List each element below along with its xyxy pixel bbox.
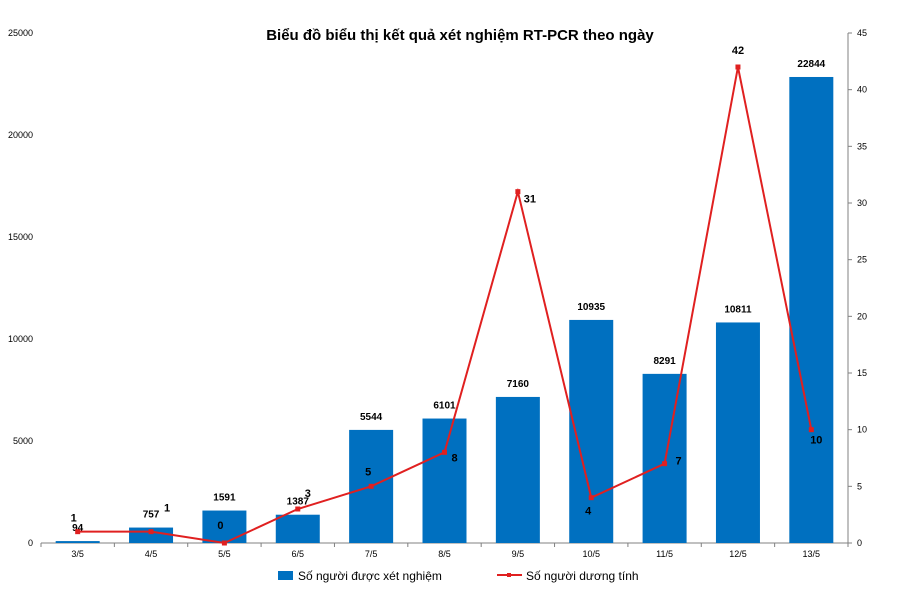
bar bbox=[422, 418, 467, 543]
x-axis-tick-label: 5/5 bbox=[218, 549, 231, 559]
left-axis-tick-label: 0 bbox=[28, 538, 33, 548]
left-axis-tick-label: 10000 bbox=[8, 334, 33, 344]
right-axis-tick-label: 40 bbox=[857, 85, 867, 95]
line-point bbox=[515, 189, 521, 195]
bar bbox=[789, 76, 834, 544]
x-axis-tick-label: 4/5 bbox=[145, 549, 158, 559]
right-axis-tick-label: 5 bbox=[857, 481, 862, 491]
line-point bbox=[221, 540, 227, 546]
right-axis-tick-label: 0 bbox=[857, 538, 862, 548]
line-data-label: 0 bbox=[217, 520, 223, 532]
bar bbox=[569, 319, 614, 543]
x-axis-tick-label: 12/5 bbox=[729, 549, 747, 559]
line-data-label: 7 bbox=[676, 456, 682, 468]
bar bbox=[715, 322, 760, 543]
x-axis-tick-label: 3/5 bbox=[71, 549, 84, 559]
bar bbox=[202, 510, 247, 543]
x-axis-tick-label: 13/5 bbox=[803, 549, 821, 559]
line-point bbox=[662, 461, 668, 467]
bar bbox=[55, 541, 100, 543]
right-axis-tick-label: 30 bbox=[857, 198, 867, 208]
x-axis-tick-label: 8/5 bbox=[438, 549, 451, 559]
legend: Số người được xét nghiệm Số người dương … bbox=[278, 569, 639, 583]
bar-data-label: 8291 bbox=[653, 356, 676, 367]
line-point bbox=[295, 506, 301, 512]
left-axis-tick-label: 5000 bbox=[13, 436, 33, 446]
line-data-label: 31 bbox=[524, 194, 536, 206]
bar-data-label: 10811 bbox=[724, 304, 752, 315]
right-axis: 0 5 10 15 20 25 30 35 40 45 bbox=[847, 28, 867, 548]
line-point bbox=[75, 529, 81, 535]
bar-data-label: 1591 bbox=[213, 493, 236, 504]
bar-data-label: 7160 bbox=[507, 379, 530, 390]
line-point bbox=[588, 495, 594, 501]
left-axis-tick-label: 25000 bbox=[8, 28, 33, 38]
bar bbox=[495, 396, 540, 543]
line-data-label: 3 bbox=[305, 488, 311, 500]
left-axis-tick-label: 20000 bbox=[8, 130, 33, 140]
right-axis-tick-label: 35 bbox=[857, 141, 867, 151]
bar-data-label: 757 bbox=[143, 510, 160, 521]
line-data-label: 8 bbox=[451, 452, 457, 464]
right-axis-tick-label: 15 bbox=[857, 368, 867, 378]
line-data-label: 1 bbox=[71, 513, 77, 525]
legend-marker-positive bbox=[507, 573, 511, 577]
left-axis: 0 5000 10000 15000 20000 25000 bbox=[8, 28, 33, 548]
bar-data-label: 10935 bbox=[577, 302, 605, 313]
line-point bbox=[735, 64, 741, 70]
x-axis-tick-label: 7/5 bbox=[365, 549, 378, 559]
bar-data-label: 5544 bbox=[360, 412, 383, 423]
bar-data-label: 22844 bbox=[797, 59, 825, 70]
line-data-label: 4 bbox=[585, 506, 592, 518]
left-axis-tick-label: 15000 bbox=[8, 232, 33, 242]
right-axis-tick-label: 45 bbox=[857, 28, 867, 38]
line-point bbox=[368, 483, 374, 489]
right-axis-tick-label: 10 bbox=[857, 425, 867, 435]
x-axis-tick-label: 9/5 bbox=[512, 549, 525, 559]
line-data-label: 5 bbox=[365, 466, 371, 478]
x-axis-tick-label: 6/5 bbox=[292, 549, 305, 559]
legend-label-positive: Số người dương tính bbox=[526, 569, 639, 583]
chart-title: Biểu đồ biểu thị kết quả xét nghiệm RT-P… bbox=[266, 27, 654, 44]
legend-swatch-tests bbox=[278, 571, 293, 580]
x-axis: 3/5 4/5 5/5 6/5 7/5 8/5 9/5 10/5 11/5 12/5 13/5 bbox=[40, 542, 849, 559]
legend-label-tests: Số người được xét nghiệm bbox=[298, 569, 442, 583]
line-point bbox=[148, 529, 154, 535]
right-axis-tick-label: 20 bbox=[857, 311, 867, 321]
line-data-label: 10 bbox=[810, 435, 822, 447]
line-data-label: 1 bbox=[164, 503, 170, 515]
x-axis-tick-label: 11/5 bbox=[656, 549, 673, 559]
bar-data-label: 94 bbox=[72, 523, 84, 534]
right-axis-tick-label: 25 bbox=[857, 255, 867, 265]
x-axis-tick-label: 10/5 bbox=[582, 549, 600, 559]
line-data-label: 42 bbox=[732, 45, 744, 57]
line-point bbox=[808, 427, 814, 433]
bar-data-label: 6101 bbox=[433, 401, 456, 412]
bar bbox=[275, 514, 320, 543]
line-point bbox=[442, 449, 447, 455]
bar-data-label: 1387 bbox=[287, 497, 310, 508]
